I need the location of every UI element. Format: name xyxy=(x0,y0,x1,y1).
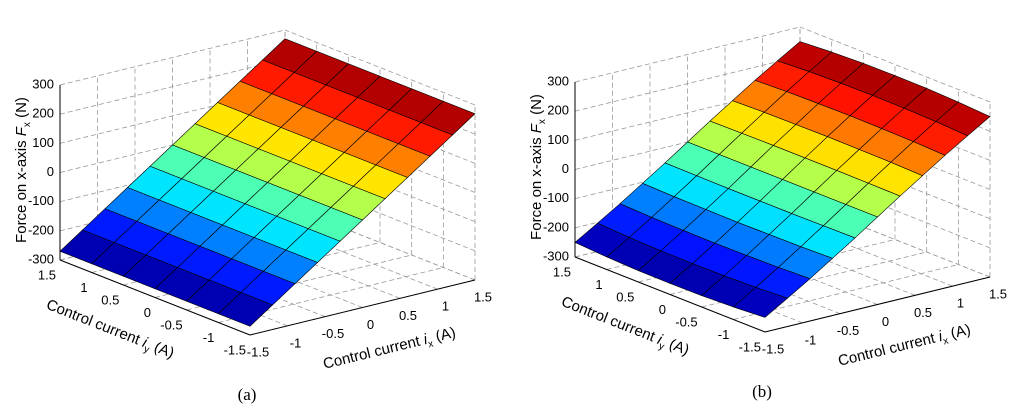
y-tick-label: -1.5 xyxy=(739,339,761,354)
grid-line xyxy=(186,254,412,311)
x-axis-label-unit: (A) xyxy=(430,324,458,346)
panel-label: (b) xyxy=(752,382,772,401)
y-axis-label-sub: y xyxy=(657,341,666,353)
grid-line xyxy=(284,29,476,106)
x-axis-label-unit: (A) xyxy=(945,321,973,343)
x-tick-label: -1.5 xyxy=(762,341,784,356)
z-tick-label: 100 xyxy=(547,132,569,147)
x-tick-label: 0.5 xyxy=(914,305,932,320)
z-tick-label: 200 xyxy=(547,103,569,118)
y-tick-label: -0.5 xyxy=(160,317,182,332)
y-tick-label: 1 xyxy=(595,277,602,292)
z-tick-label: -100 xyxy=(543,190,569,205)
y-tick-label: -1.5 xyxy=(224,342,246,357)
z-axis-label-sub: x xyxy=(537,119,548,124)
x-tick-label: -1 xyxy=(290,335,302,350)
x-axis-label-symbol: i xyxy=(422,331,430,348)
z-axis-label-unit: (N) xyxy=(528,94,545,119)
z-axis-label: Force on x-axis Fx (N) xyxy=(528,94,548,240)
y-tick-label: 1 xyxy=(80,280,87,295)
z-axis-label-sub: x xyxy=(22,122,33,127)
y-tick-label: 1.5 xyxy=(38,267,56,282)
z-tick-label: -200 xyxy=(543,219,569,234)
y-tick-label: -1 xyxy=(203,330,215,345)
panel: -1.5-1-0.500.511.5-1.5-1-0.500.511.5-300… xyxy=(528,26,1007,401)
y-axis-label-text: Control current xyxy=(44,296,146,350)
y-tick-label: 0.5 xyxy=(101,292,119,307)
x-tick-label: -1 xyxy=(805,332,817,347)
grid-line xyxy=(701,251,927,308)
z-tick-label: -200 xyxy=(28,222,54,237)
y-axis-label-unit: (A) xyxy=(148,337,177,362)
z-tick-label: 200 xyxy=(32,106,54,121)
x-axis-label-symbol: i xyxy=(937,328,945,345)
z-axis-label-text: Force on x-axis xyxy=(528,133,545,240)
grid-line xyxy=(574,26,801,83)
x-tick-label: 0 xyxy=(882,314,889,329)
y-tick-label: -0.5 xyxy=(675,314,697,329)
z-axis-label: Force on x-axis Fx (N) xyxy=(13,97,33,243)
grid-line xyxy=(59,58,286,115)
z-tick-label: 0 xyxy=(562,161,569,176)
z-tick-label: 300 xyxy=(32,76,54,91)
y-axis-line xyxy=(59,259,251,336)
y-tick-label: -1 xyxy=(718,327,730,342)
x-tick-label: 1 xyxy=(442,299,449,314)
panel-label: (a) xyxy=(238,385,257,404)
x-axis-line xyxy=(764,276,991,333)
z-tick-label: 0 xyxy=(47,164,54,179)
x-tick-label: 1.5 xyxy=(474,289,492,304)
surface-cell xyxy=(217,292,274,327)
z-axis-label-text: Force on x-axis xyxy=(13,136,30,243)
y-tick-label: 0.5 xyxy=(616,289,634,304)
y-tick-label: 0 xyxy=(144,305,151,320)
surface-cell xyxy=(732,287,789,318)
y-axis-line xyxy=(574,256,766,333)
grid-line xyxy=(799,26,991,103)
y-axis-label-symbol: i xyxy=(140,334,150,351)
z-tick-label: -300 xyxy=(543,248,569,263)
x-tick-label: -0.5 xyxy=(322,326,344,341)
x-tick-label: 1.5 xyxy=(989,286,1007,301)
x-tick-label: 1 xyxy=(957,296,964,311)
z-tick-label: -100 xyxy=(28,193,54,208)
y-tick-label: 1.5 xyxy=(553,264,571,279)
z-tick-label: 300 xyxy=(547,73,569,88)
grid-line xyxy=(218,267,444,323)
z-axis-label-symbol: F xyxy=(528,123,545,133)
x-axis-label-sub: x xyxy=(942,336,949,348)
z-tick-label: -300 xyxy=(28,251,54,266)
y-axis-label-sub: y xyxy=(142,344,151,356)
x-tick-label: -0.5 xyxy=(837,323,859,338)
x-tick-label: 0.5 xyxy=(399,308,417,323)
z-axis-label-symbol: F xyxy=(13,126,30,136)
grid-line xyxy=(59,29,286,86)
x-axis-line xyxy=(249,279,476,336)
x-axis-label-sub: x xyxy=(427,339,434,351)
grid-line xyxy=(733,264,959,320)
y-tick-label: 0 xyxy=(659,302,666,317)
y-axis-label-unit: (A) xyxy=(663,334,692,359)
z-tick-label: 100 xyxy=(32,135,54,150)
y-axis-label-symbol: i xyxy=(655,331,665,348)
grid-line xyxy=(574,55,801,112)
z-axis-label-unit: (N) xyxy=(13,97,30,122)
y-axis-label-text: Control current xyxy=(559,293,661,347)
x-tick-label: 0 xyxy=(367,317,374,332)
x-tick-label: -1.5 xyxy=(247,344,269,359)
panel: -1.5-1-0.500.511.5-1.5-1-0.500.511.5-300… xyxy=(13,29,492,404)
